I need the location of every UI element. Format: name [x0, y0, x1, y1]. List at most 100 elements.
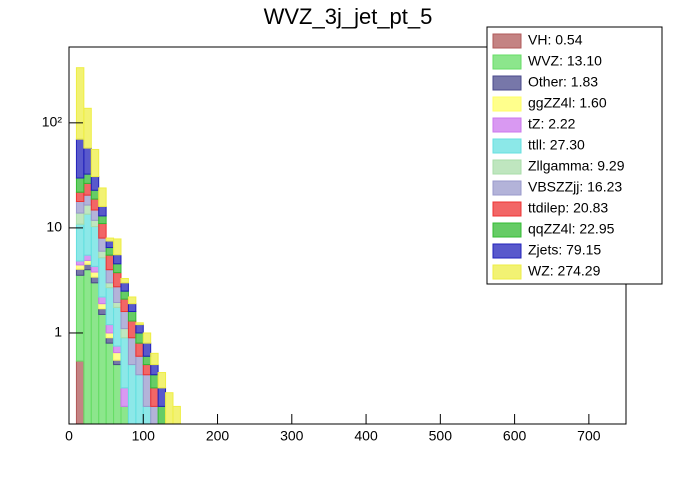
x-tick-label: 400 — [354, 428, 378, 444]
bar-segment — [75, 191, 85, 202]
bar-segment — [83, 107, 92, 149]
bar-segment — [90, 209, 100, 221]
legend-label: WVZ: 13.10 — [528, 53, 602, 69]
x-tick-label: 500 — [429, 428, 453, 444]
bar-segment — [157, 387, 167, 407]
bar-segment — [142, 332, 152, 344]
x-tick-label: 700 — [577, 428, 601, 444]
bar-segment — [120, 405, 129, 425]
legend-swatch — [492, 138, 522, 154]
bar-segment — [75, 268, 85, 276]
bar-segment — [98, 296, 107, 305]
legend-swatch — [492, 222, 522, 238]
bar-segment — [120, 298, 129, 313]
legend-swatch — [492, 54, 522, 70]
bar-segment — [120, 282, 129, 292]
bar-segment — [150, 405, 159, 425]
legend-swatch — [492, 117, 522, 133]
legend-swatch — [492, 33, 522, 49]
legend-label: WZ: 274.29 — [528, 263, 601, 279]
bar-segment — [113, 238, 122, 256]
bar-segment — [127, 296, 137, 305]
bar-segment — [113, 306, 122, 347]
bar-segment — [113, 301, 122, 308]
bar-segment — [98, 237, 107, 252]
bar-segment — [127, 303, 137, 313]
legend-label: Zllgamma: 9.29 — [528, 158, 625, 174]
legend-swatch — [492, 264, 522, 280]
bar-segment — [75, 260, 85, 266]
bar-segment — [83, 259, 92, 265]
bar-segment — [83, 173, 92, 184]
bar-segment — [113, 254, 122, 265]
legend-swatch — [492, 96, 522, 112]
bar-segment — [75, 67, 85, 140]
legend-label: tZ: 2.22 — [528, 116, 576, 132]
bar-segment — [83, 182, 92, 196]
bar-segment — [75, 360, 85, 425]
bar-segment — [83, 263, 92, 271]
bar-segment — [135, 342, 144, 357]
bar-segment — [105, 269, 115, 284]
bar-segment — [127, 364, 137, 425]
bar-segment — [83, 204, 92, 215]
bar-segment — [98, 223, 107, 239]
bar-segment — [98, 257, 107, 298]
bar-segment — [83, 147, 92, 175]
bar-segment — [120, 387, 129, 407]
bar-segment — [113, 272, 122, 288]
legend-box — [486, 26, 663, 285]
bar-segment — [120, 328, 129, 339]
bar-segment — [98, 250, 107, 259]
bar-segment — [90, 189, 100, 200]
bar-segment — [83, 269, 92, 425]
bar-segment — [98, 308, 107, 315]
bar-segment — [98, 303, 107, 310]
bar-segment — [90, 198, 100, 211]
legend-label: ttdilep: 20.83 — [528, 200, 608, 216]
bar-segment — [172, 405, 181, 425]
bar-segment — [165, 392, 174, 425]
legend-swatch — [492, 75, 522, 91]
legend-swatch — [492, 180, 522, 196]
legend-swatch — [492, 243, 522, 259]
bar-segment — [105, 240, 115, 249]
bar-segment — [90, 176, 100, 191]
bar-segment — [75, 212, 85, 225]
bar-segment — [98, 205, 107, 217]
bar-segment — [113, 359, 122, 366]
bar-segment — [83, 194, 92, 206]
bar-segment — [142, 342, 152, 357]
bar-segment — [127, 337, 137, 366]
bar-segment — [135, 355, 144, 376]
bar-segment — [113, 263, 122, 274]
legend-label: VH: 0.54 — [528, 32, 583, 48]
bar-segment — [135, 324, 144, 334]
bar-segment — [90, 226, 100, 267]
legend-label: Other: 1.83 — [528, 74, 598, 90]
bar-segment — [83, 254, 92, 261]
bar-segment — [90, 219, 100, 228]
x-tick-label: 0 — [65, 428, 73, 444]
bar-segment — [120, 311, 129, 330]
bar-segment — [120, 290, 129, 300]
bar-segment — [150, 352, 159, 366]
bar-segment — [105, 254, 115, 271]
bar-segment — [90, 265, 100, 273]
bar-segment — [75, 274, 85, 362]
bar-segment — [105, 282, 115, 289]
bar-segment — [105, 287, 115, 326]
x-tick-label: 100 — [132, 428, 156, 444]
bar-segment — [150, 387, 159, 407]
x-tick-label: 600 — [503, 428, 527, 444]
bar-segment — [98, 187, 107, 207]
bar-segment — [105, 337, 115, 344]
y-tick-label: 1 — [54, 324, 62, 340]
bar-segment — [90, 282, 100, 425]
bar-segment — [157, 405, 167, 425]
bar-segment — [90, 271, 100, 278]
bar-segment — [75, 138, 85, 179]
bar-segment — [113, 345, 122, 354]
bar-segment — [157, 372, 167, 389]
